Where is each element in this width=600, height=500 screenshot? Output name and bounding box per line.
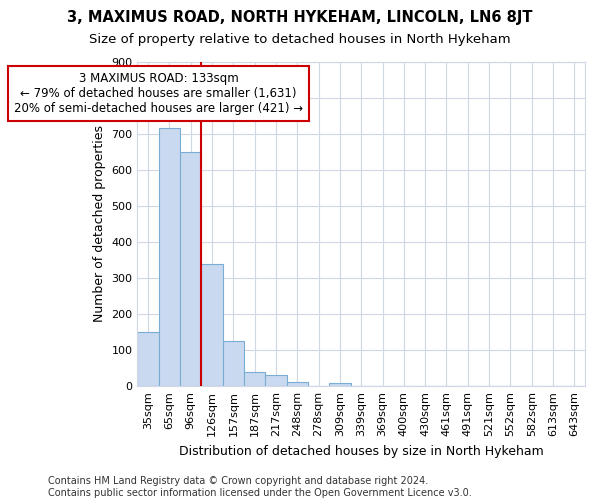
X-axis label: Distribution of detached houses by size in North Hykeham: Distribution of detached houses by size …: [179, 444, 544, 458]
Bar: [223, 341, 244, 386]
Bar: [265, 376, 287, 386]
Bar: [180, 152, 202, 386]
Text: Size of property relative to detached houses in North Hykeham: Size of property relative to detached ho…: [89, 32, 511, 46]
Bar: [202, 264, 223, 386]
Y-axis label: Number of detached properties: Number of detached properties: [93, 126, 106, 322]
Bar: [137, 332, 159, 386]
Bar: [329, 382, 350, 386]
Bar: [287, 382, 308, 386]
Text: Contains HM Land Registry data © Crown copyright and database right 2024.
Contai: Contains HM Land Registry data © Crown c…: [48, 476, 472, 498]
Text: 3, MAXIMUS ROAD, NORTH HYKEHAM, LINCOLN, LN6 8JT: 3, MAXIMUS ROAD, NORTH HYKEHAM, LINCOLN,…: [67, 10, 533, 25]
Text: 3 MAXIMUS ROAD: 133sqm
← 79% of detached houses are smaller (1,631)
20% of semi-: 3 MAXIMUS ROAD: 133sqm ← 79% of detached…: [14, 72, 303, 116]
Bar: [244, 372, 265, 386]
Bar: [159, 128, 180, 386]
